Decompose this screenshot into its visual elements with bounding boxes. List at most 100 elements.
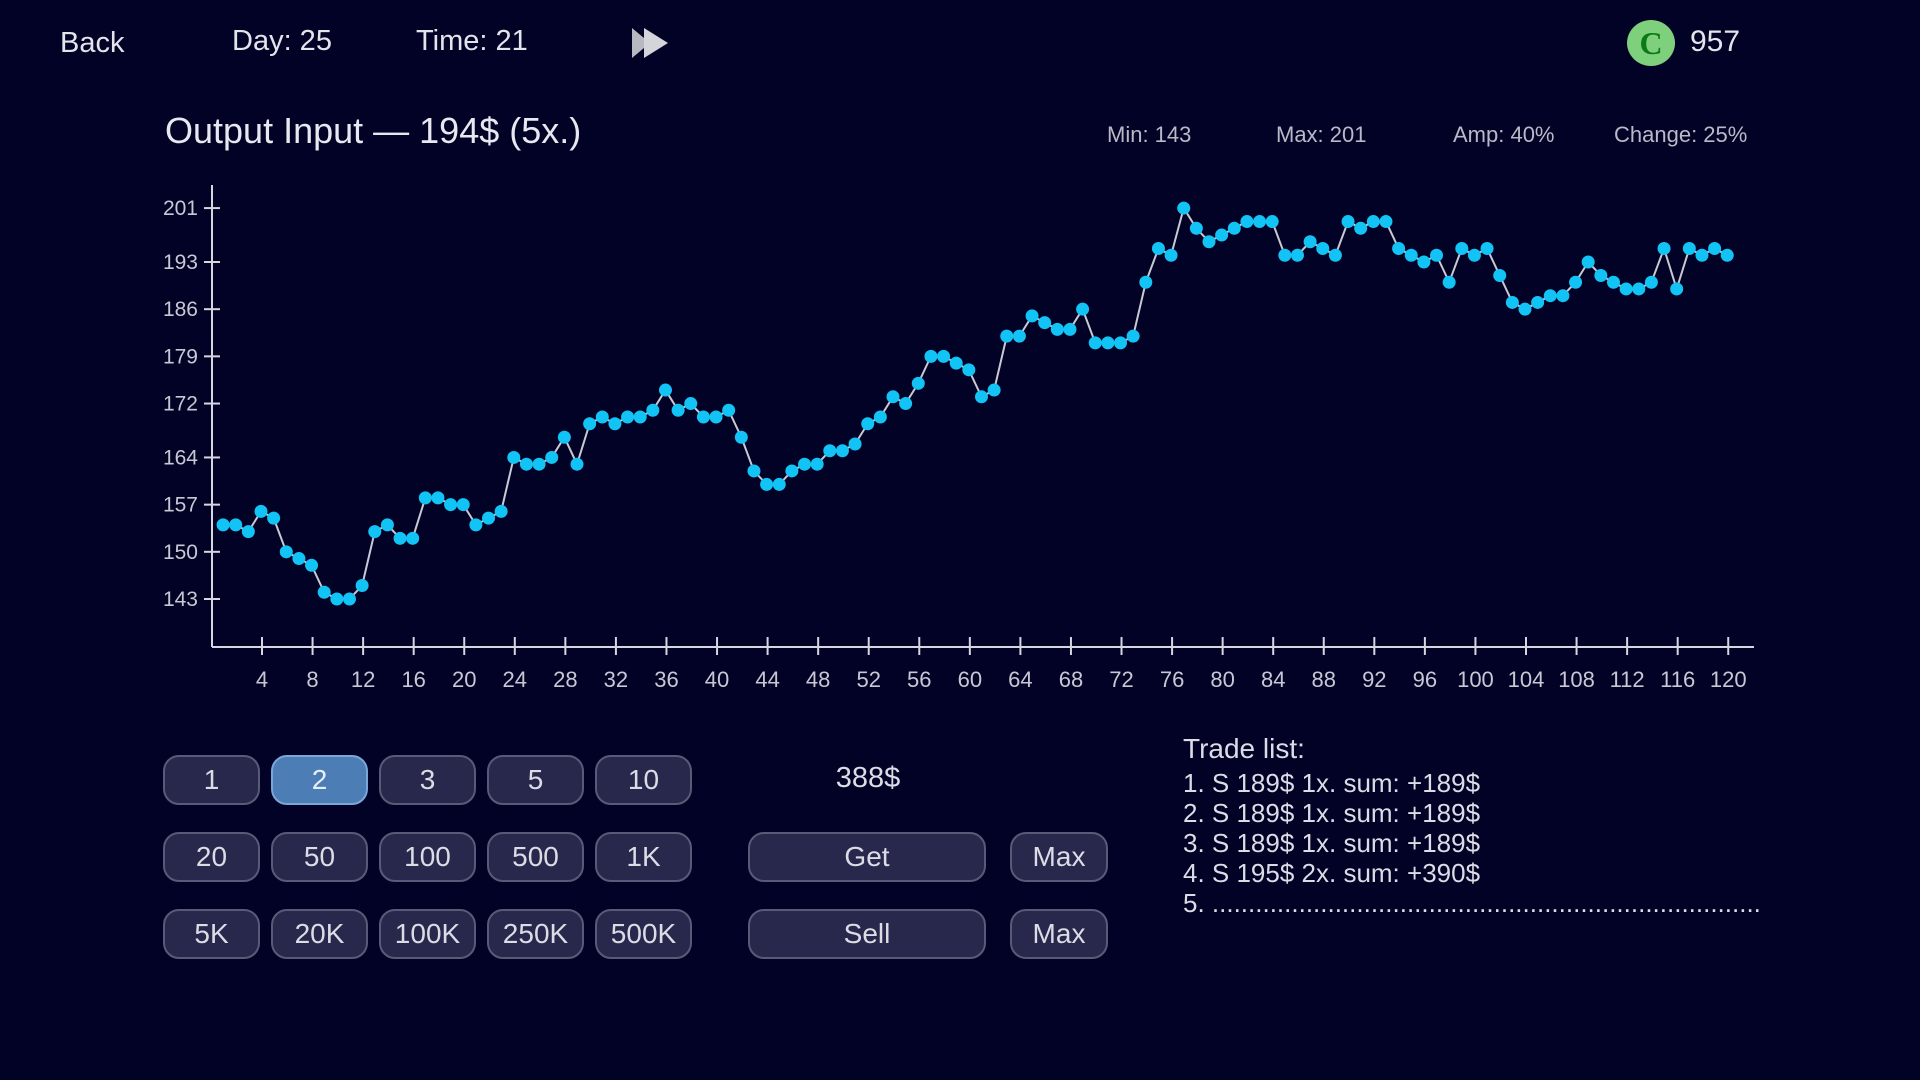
data-point <box>987 383 1001 397</box>
data-point <box>1505 295 1519 309</box>
x-tick-label: 76 <box>1160 667 1184 692</box>
data-point <box>1619 282 1633 296</box>
data-point <box>899 397 913 411</box>
stat-min: Min: 143 <box>1107 122 1192 147</box>
data-point <box>507 450 521 464</box>
x-tick-label: 100 <box>1457 667 1494 692</box>
data-point <box>418 491 432 505</box>
data-point <box>305 558 319 572</box>
stat-change: Change: 25% <box>1614 122 1748 147</box>
quantity-button-2[interactable]: 2 <box>271 755 368 805</box>
data-point <box>1177 201 1191 215</box>
fast-forward-button[interactable] <box>630 26 674 60</box>
data-point <box>1025 309 1039 323</box>
data-point <box>684 397 698 411</box>
data-point <box>1670 282 1684 296</box>
data-point <box>646 403 660 417</box>
data-point <box>873 410 887 424</box>
quantity-button-20k[interactable]: 20K <box>271 909 368 959</box>
data-point <box>1253 215 1267 229</box>
x-tick-label: 68 <box>1059 667 1083 692</box>
coin-symbol: C <box>1639 25 1663 61</box>
quantity-button-20[interactable]: 20 <box>163 832 260 882</box>
trade-list-item: 3. S 189$ 1x. sum: +189$ <box>1183 828 1481 858</box>
data-point <box>406 531 420 545</box>
quantity-button-3[interactable]: 3 <box>379 755 476 805</box>
data-point <box>1000 329 1014 343</box>
back-button[interactable]: Back <box>60 27 125 59</box>
data-point <box>1202 235 1216 249</box>
data-point <box>1467 248 1481 262</box>
data-point <box>229 518 243 532</box>
data-point <box>658 383 672 397</box>
day-label: Day: 25 <box>232 25 332 57</box>
data-point <box>267 511 281 525</box>
stat-max: Max: 201 <box>1276 122 1367 147</box>
data-point <box>482 511 496 525</box>
y-tick-label: 179 <box>163 345 198 368</box>
x-tick-label: 8 <box>306 667 318 692</box>
data-point <box>1341 215 1355 229</box>
data-point <box>785 464 799 478</box>
data-point <box>1606 275 1620 289</box>
data-point <box>519 457 533 471</box>
x-tick-label: 4 <box>256 667 268 692</box>
x-tick-label: 52 <box>856 667 880 692</box>
quantity-button-5[interactable]: 5 <box>487 755 584 805</box>
data-point <box>1088 336 1102 350</box>
data-point <box>937 349 951 363</box>
data-point <box>1430 248 1444 262</box>
x-tick-label: 92 <box>1362 667 1386 692</box>
data-point <box>823 444 837 458</box>
data-point <box>570 457 584 471</box>
data-point <box>431 491 445 505</box>
data-point <box>317 585 331 599</box>
data-point <box>292 552 306 566</box>
data-point <box>1050 322 1064 336</box>
y-tick-label: 157 <box>163 494 198 517</box>
x-tick-label: 40 <box>705 667 729 692</box>
y-tick-label: 186 <box>163 298 198 321</box>
trade-amount: 388$ <box>835 762 901 794</box>
price-series <box>216 201 1734 606</box>
data-point <box>1404 248 1418 262</box>
data-point <box>1101 336 1115 350</box>
sell-button[interactable]: Sell <box>748 909 986 959</box>
quantity-button-500[interactable]: 500 <box>487 832 584 882</box>
get-button[interactable]: Get <box>748 832 986 882</box>
money-balance: 957 <box>1690 25 1741 58</box>
data-point <box>1682 242 1696 256</box>
quantity-button-5k[interactable]: 5K <box>163 909 260 959</box>
data-point <box>861 417 875 431</box>
data-point <box>974 390 988 404</box>
quantity-button-250k[interactable]: 250K <box>487 909 584 959</box>
coin-icon: C <box>1627 20 1675 66</box>
data-point <box>621 410 635 424</box>
quantity-button-10[interactable]: 10 <box>595 755 692 805</box>
quantity-button-1[interactable]: 1 <box>163 755 260 805</box>
y-tick-label: 193 <box>163 251 198 274</box>
x-tick-label: 44 <box>755 667 779 692</box>
data-point <box>1455 242 1469 256</box>
data-point <box>1531 295 1545 309</box>
data-point <box>1543 289 1557 303</box>
sell-max-button[interactable]: Max <box>1010 909 1108 959</box>
data-point <box>1556 289 1570 303</box>
data-point <box>1708 242 1722 256</box>
x-tick-label: 64 <box>1008 667 1032 692</box>
get-max-button[interactable]: Max <box>1010 832 1108 882</box>
quantity-button-50[interactable]: 50 <box>271 832 368 882</box>
data-point <box>1290 248 1304 262</box>
data-point <box>1038 316 1052 330</box>
data-point <box>444 498 458 512</box>
data-point <box>1695 248 1709 262</box>
quantity-button-100[interactable]: 100 <box>379 832 476 882</box>
data-point <box>532 457 546 471</box>
x-tick-label: 28 <box>553 667 577 692</box>
quantity-button-1k[interactable]: 1K <box>595 832 692 882</box>
quantity-button-100k[interactable]: 100K <box>379 909 476 959</box>
data-point <box>330 592 344 606</box>
x-tick-label: 88 <box>1312 667 1336 692</box>
quantity-button-500k[interactable]: 500K <box>595 909 692 959</box>
